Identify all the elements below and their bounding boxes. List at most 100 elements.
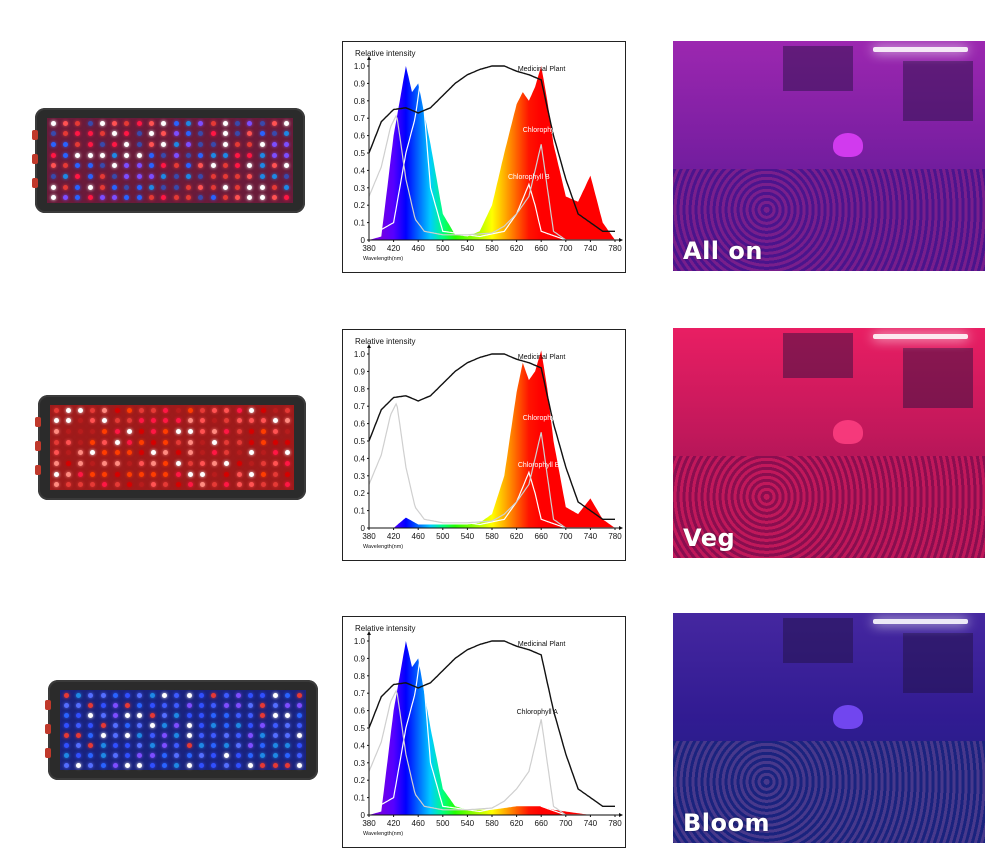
led — [174, 692, 180, 698]
led — [87, 163, 93, 169]
led — [200, 482, 205, 488]
led — [175, 482, 181, 488]
x-tick-label: 420 — [387, 244, 401, 253]
led — [90, 450, 96, 456]
annotation-label: Chlorophyll A — [523, 415, 565, 422]
led — [248, 732, 254, 738]
led — [185, 152, 191, 158]
led — [163, 429, 169, 435]
led — [137, 732, 143, 738]
led — [212, 407, 218, 413]
led — [62, 163, 68, 169]
led — [163, 482, 169, 488]
led — [259, 131, 265, 137]
led — [223, 712, 229, 718]
led — [285, 752, 291, 758]
y-tick-label: 0.5 — [354, 149, 366, 158]
led — [149, 131, 155, 137]
spectrum-chart-svg: Relative intensity 0 0.1 0.2 0.3 0.4 0.5 0.6 0.7… — [354, 49, 623, 262]
led — [149, 184, 155, 190]
led — [137, 712, 143, 718]
led — [285, 762, 291, 768]
led — [224, 407, 230, 413]
led — [297, 692, 303, 698]
grow-room-photo: Bloom — [673, 613, 985, 843]
basil-plant — [833, 133, 863, 157]
chlorophyll-b-line — [368, 364, 615, 529]
led — [100, 752, 106, 758]
led — [285, 460, 291, 466]
led — [236, 482, 242, 488]
led — [161, 184, 167, 190]
y-tick-label: 0.2 — [354, 776, 366, 785]
led — [261, 450, 266, 456]
led — [162, 732, 168, 738]
led — [139, 482, 144, 488]
led — [88, 762, 94, 768]
led — [102, 407, 108, 413]
led — [114, 460, 120, 466]
x-tick-label: 660 — [535, 532, 549, 541]
led — [186, 702, 192, 708]
led — [198, 163, 204, 169]
led — [65, 418, 71, 424]
led — [247, 163, 253, 169]
led — [247, 142, 253, 148]
led — [285, 722, 291, 728]
led — [136, 120, 142, 126]
led — [223, 732, 229, 738]
led — [75, 195, 81, 201]
led — [222, 131, 228, 137]
led — [272, 742, 278, 748]
led — [162, 742, 168, 748]
led — [90, 429, 96, 435]
led — [272, 131, 278, 137]
led — [174, 752, 180, 758]
led — [235, 142, 241, 148]
power-knob — [35, 417, 41, 427]
led — [50, 142, 56, 148]
led — [126, 482, 132, 488]
led — [139, 439, 144, 445]
led — [185, 142, 191, 148]
led — [260, 752, 266, 758]
led — [53, 471, 59, 477]
led — [149, 702, 155, 708]
led — [259, 120, 265, 126]
led — [272, 120, 278, 126]
led-array — [47, 118, 293, 203]
led — [297, 712, 303, 718]
led — [285, 418, 291, 424]
x-tick-label: 740 — [584, 532, 598, 541]
y-tick-label: 0.4 — [354, 454, 366, 463]
led — [247, 120, 253, 126]
led — [149, 742, 155, 748]
led — [163, 471, 169, 477]
led — [222, 120, 228, 126]
led — [62, 173, 68, 179]
led — [248, 418, 254, 424]
led — [151, 418, 157, 424]
grow-light-panel — [35, 395, 306, 500]
led — [161, 131, 167, 137]
led — [273, 439, 279, 445]
led — [124, 120, 130, 126]
medicinal-plant-line — [368, 65, 615, 232]
led — [100, 722, 106, 728]
led — [235, 120, 241, 126]
y-tick-label: 1.0 — [354, 637, 366, 646]
led — [235, 702, 241, 708]
led — [112, 195, 118, 201]
led — [236, 429, 242, 435]
led — [63, 732, 69, 738]
y-tick-label: 0.2 — [354, 201, 366, 210]
led — [65, 407, 71, 413]
led — [151, 471, 157, 477]
annotation-label: Medicinal Plant — [518, 354, 566, 361]
led — [297, 732, 303, 738]
led — [53, 418, 59, 424]
led — [53, 429, 59, 435]
led — [125, 692, 131, 698]
led — [259, 184, 265, 190]
led — [212, 482, 218, 488]
